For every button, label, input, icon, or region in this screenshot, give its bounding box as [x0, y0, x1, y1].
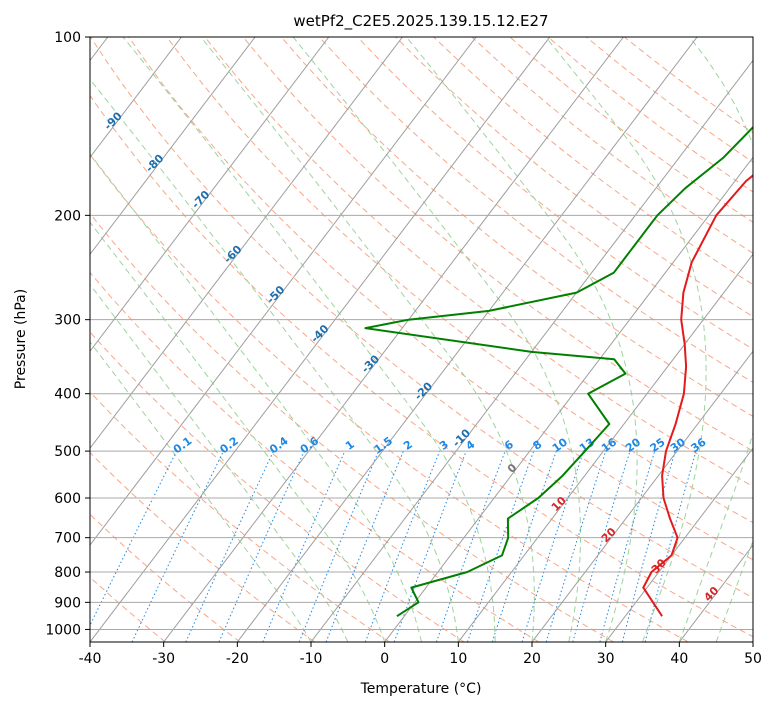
plot-frame	[89, 36, 754, 643]
y-tick-label: 300	[54, 313, 81, 329]
pressure-gridlines	[90, 37, 753, 630]
y-tick-label: 800	[54, 565, 81, 581]
x-tick-label: 40	[670, 651, 688, 667]
y-axis-ticks: 100 200 300 400 500 600 700 800 900 1000	[45, 30, 90, 638]
isotherm-line	[310, 59, 753, 642]
x-tick-label: 0	[380, 651, 389, 667]
moist-adiabat-line	[715, 539, 753, 642]
moist-adiabat-line	[200, 37, 535, 642]
mixing-ratio-line	[364, 450, 441, 642]
isotherm-line	[236, 37, 698, 642]
dry-adiabat-line	[128, 37, 753, 561]
background-lines	[90, 37, 753, 642]
dry-adiabat-line	[433, 37, 753, 286]
x-tick-label: 30	[597, 651, 615, 667]
dewpoint-line	[364, 125, 753, 618]
mixing-ratio-line	[572, 450, 631, 642]
x-tick-label: -20	[226, 651, 249, 667]
moist-adiabat-line	[545, 37, 707, 642]
temperature-line	[642, 174, 753, 617]
y-tick-label: 500	[54, 444, 81, 460]
dry-adiabat-line	[90, 153, 689, 642]
mixing-ratio-line	[325, 450, 404, 642]
x-tick-label: -30	[152, 651, 175, 667]
isotherm-line	[90, 37, 330, 353]
x-axis-label: Temperature (°C)	[360, 681, 482, 697]
y-tick-label: 600	[54, 491, 81, 507]
isotherm-line	[90, 37, 403, 449]
dry-adiabat-line	[204, 37, 753, 488]
mixing-ratio-line	[491, 450, 557, 642]
mixing-ratio-line	[90, 450, 178, 627]
dry-adiabat-line	[90, 331, 465, 642]
isotherm-line	[90, 37, 182, 159]
x-axis-ticks: -40 -30 -20 -10 0 10 20 30 40 50	[79, 642, 762, 667]
dry-adiabat-line	[90, 212, 614, 642]
mixing-ratio-line	[467, 450, 535, 642]
mixing-ratio-line	[521, 450, 585, 642]
moist-adiabat-line	[406, 37, 638, 642]
x-tick-label: 10	[449, 651, 467, 667]
y-axis-label: Pressure (hPa)	[13, 289, 29, 389]
moist-adiabat-line	[678, 37, 753, 642]
chart-title: wetPf2_C2E5.2025.139.15.12.E27	[293, 12, 548, 31]
y-tick-label: 200	[54, 208, 81, 224]
dry-adiabat-line	[90, 37, 753, 599]
mixing-ratio-line	[435, 450, 506, 642]
moist-adiabat-line	[292, 37, 581, 642]
moist-adiabat-line	[90, 221, 386, 642]
x-tick-label: 50	[744, 651, 762, 667]
x-tick-label: -10	[300, 651, 323, 667]
isotherm-line	[90, 37, 256, 256]
x-tick-label: 20	[523, 651, 541, 667]
isotherm-line	[531, 350, 753, 642]
mixing-ratio-line	[545, 450, 607, 642]
y-tick-label: 700	[54, 531, 81, 547]
isotherm-line	[90, 37, 477, 546]
isotherm-line	[457, 253, 753, 642]
dry-adiabat-line	[90, 451, 315, 642]
moist-adiabat-line	[122, 37, 496, 642]
dry-adiabat-line	[395, 37, 753, 318]
isotherm-line	[90, 37, 551, 642]
y-tick-label: 1000	[45, 622, 81, 638]
x-tick-label: -40	[79, 651, 102, 667]
dry-adiabat-line	[90, 391, 390, 642]
dry-adiabat-line	[90, 576, 166, 642]
isotherm-line	[605, 447, 753, 642]
profile-lines	[364, 125, 753, 618]
isotherm-line	[163, 37, 624, 642]
y-tick-label: 100	[54, 30, 81, 46]
mixing-ratio-line	[262, 450, 346, 642]
mixing-ratio-line	[218, 450, 305, 642]
dry-adiabat-line	[166, 37, 753, 524]
dry-adiabat-line	[90, 271, 540, 642]
mixing-ratio-line	[298, 450, 380, 642]
dry-adiabat-line	[242, 37, 753, 452]
moist-adiabat-line	[90, 153, 422, 642]
isotherm-line	[384, 156, 753, 642]
y-tick-label: 900	[54, 595, 81, 611]
y-tick-label: 400	[54, 387, 81, 403]
dry-adiabat-line	[357, 37, 753, 350]
mixing-ratio-line	[599, 450, 656, 642]
moist-adiabat-line	[90, 341, 312, 642]
